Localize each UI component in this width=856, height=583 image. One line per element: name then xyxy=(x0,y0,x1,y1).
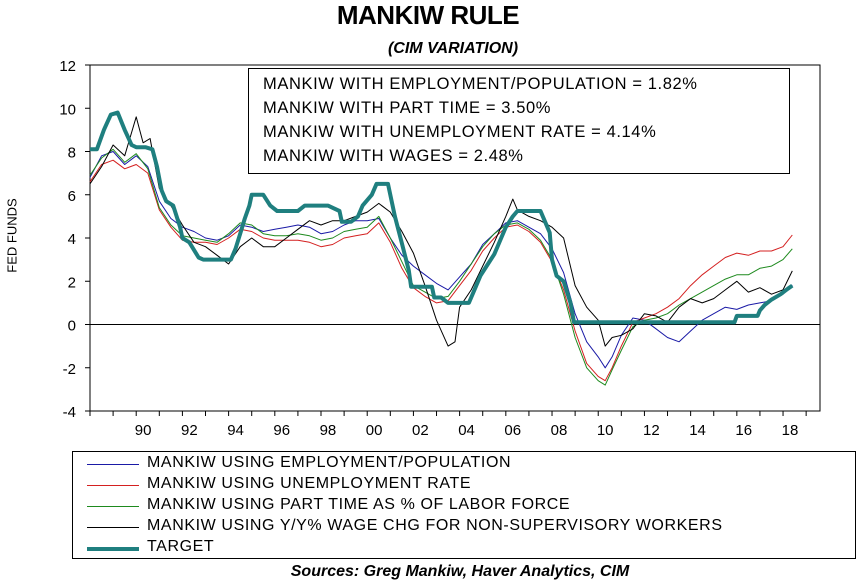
y-tick-label: -2 xyxy=(63,361,76,378)
x-tick-label: 18 xyxy=(782,422,799,439)
x-tick-label: 14 xyxy=(689,422,706,439)
series-line-4 xyxy=(90,110,794,325)
x-tick-label: 90 xyxy=(135,422,152,439)
legend: MANKIW USING EMPLOYMENT/POPULATION MANKI… xyxy=(72,451,856,559)
series-line-3 xyxy=(89,116,793,347)
y-tick-label: 10 xyxy=(59,101,76,118)
series-line-1 xyxy=(89,159,793,382)
legend-item-wage-change: MANKIW USING Y/Y% WAGE CHG FOR NON-SUPER… xyxy=(73,517,853,537)
x-tick-label: 10 xyxy=(597,422,614,439)
legend-swatch xyxy=(87,527,139,528)
legend-item-unemployment-rate: MANKIW USING UNEMPLOYMENT RATE xyxy=(73,475,853,495)
y-tick-label: 12 xyxy=(59,58,76,75)
x-tick-label: 98 xyxy=(320,422,337,439)
annotation-box: MANKIW WITH EMPLOYMENT/POPULATION = 1.82… xyxy=(248,68,790,174)
series-line-0 xyxy=(89,151,793,369)
x-tick-label: 08 xyxy=(551,422,568,439)
x-tick-label: 96 xyxy=(273,422,290,439)
y-tick-label: 2 xyxy=(68,274,76,291)
x-tick-label: 92 xyxy=(181,422,198,439)
legend-swatch xyxy=(87,547,139,551)
legend-item-target: TARGET xyxy=(73,538,853,558)
legend-swatch xyxy=(87,506,139,507)
chart-subtitle: (CIM VARIATION) xyxy=(387,40,519,57)
x-tick-label: 12 xyxy=(643,422,660,439)
annotation-part-time: MANKIW WITH PART TIME = 3.50% xyxy=(263,99,552,117)
x-tick-label: 16 xyxy=(735,422,752,439)
legend-label: MANKIW USING PART TIME AS % OF LABOR FOR… xyxy=(147,496,571,513)
legend-swatch xyxy=(87,464,139,465)
chart-title: MANKIW RULE xyxy=(336,0,520,30)
y-tick-label: 0 xyxy=(68,318,76,335)
legend-item-part-time: MANKIW USING PART TIME AS % OF LABOR FOR… xyxy=(73,496,853,516)
x-tick-label: 04 xyxy=(458,422,475,439)
annotation-unemployment-rate: MANKIW WITH UNEMPLOYMENT RATE = 4.14% xyxy=(263,123,657,141)
y-axis-label: FED FUNDS xyxy=(4,198,20,273)
legend-label: MANKIW USING Y/Y% WAGE CHG FOR NON-SUPER… xyxy=(147,517,723,534)
annotation-wages: MANKIW WITH WAGES = 2.48% xyxy=(263,147,524,165)
x-tick-label: 00 xyxy=(366,422,383,439)
series-line-2 xyxy=(89,148,793,386)
legend-label: MANKIW USING EMPLOYMENT/POPULATION xyxy=(147,454,512,471)
y-tick-label: 4 xyxy=(68,231,76,248)
annotation-employment-population: MANKIW WITH EMPLOYMENT/POPULATION = 1.82… xyxy=(263,75,698,93)
legend-label: MANKIW USING UNEMPLOYMENT RATE xyxy=(147,475,472,492)
legend-item-employment-population: MANKIW USING EMPLOYMENT/POPULATION xyxy=(73,454,853,474)
y-tick-label: 6 xyxy=(68,188,76,205)
x-tick-label: 06 xyxy=(504,422,521,439)
x-tick-label: 02 xyxy=(412,422,429,439)
source-note: Sources: Greg Mankiw, Haver Analytics, C… xyxy=(290,563,630,580)
legend-swatch xyxy=(87,485,139,486)
legend-label: TARGET xyxy=(147,538,215,555)
y-tick-label: 8 xyxy=(68,145,76,162)
x-tick-label: 94 xyxy=(227,422,244,439)
y-tick-label: -4 xyxy=(63,404,76,421)
